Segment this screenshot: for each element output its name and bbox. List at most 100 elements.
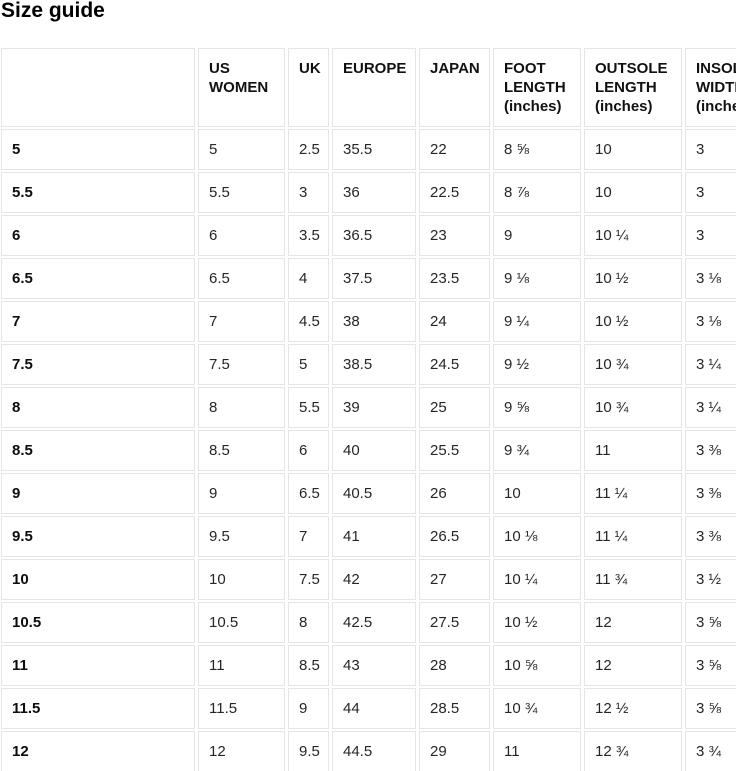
table-cell-japan: 26.5 xyxy=(419,516,490,557)
table-header: US WOMEN UK EUROPE JAPAN FOOT LENGTH (inches… xyxy=(1,48,736,127)
row-label: 9.5 xyxy=(1,516,195,557)
table-cell-outsole-length: 12 ¾ xyxy=(584,731,682,771)
size-table-container: US WOMEN UK EUROPE JAPAN FOOT LENGTH (inches… xyxy=(0,46,736,771)
table-cell-japan: 27 xyxy=(419,559,490,600)
table-cell-europe: 37.5 xyxy=(332,258,416,299)
size-guide-table: US WOMEN UK EUROPE JAPAN FOOT LENGTH (inches… xyxy=(0,46,736,771)
table-cell-europe: 36.5 xyxy=(332,215,416,256)
table-cell-us-women: 7.5 xyxy=(198,344,285,385)
table-cell-uk: 9.5 xyxy=(288,731,329,771)
table-cell-europe: 39 xyxy=(332,387,416,428)
table-cell-uk: 4.5 xyxy=(288,301,329,342)
table-cell-outsole-length: 11 ¾ xyxy=(584,559,682,600)
table-cell-uk: 5.5 xyxy=(288,387,329,428)
table-cell-uk: 7 xyxy=(288,516,329,557)
table-cell-foot-length: 9 ½ xyxy=(493,344,581,385)
table-cell-europe: 42.5 xyxy=(332,602,416,643)
size-row-11: 11 11 8.5 43 28 10 ⅝ 12 3 ⅝ xyxy=(1,645,736,686)
table-cell-foot-length: 10 ½ xyxy=(493,602,581,643)
table-cell-uk: 2.5 xyxy=(288,129,329,170)
table-cell-japan: 25 xyxy=(419,387,490,428)
table-cell-insole-width: 3 ⅛ xyxy=(685,258,736,299)
table-cell-us-women: 10 xyxy=(198,559,285,600)
table-cell-outsole-length: 11 xyxy=(584,430,682,471)
table-cell-foot-length: 8 ⅝ xyxy=(493,129,581,170)
column-header-size xyxy=(1,48,195,127)
column-header-foot-length: FOOT LENGTH (inches) xyxy=(493,48,581,127)
table-cell-us-women: 8 xyxy=(198,387,285,428)
table-cell-europe: 40 xyxy=(332,430,416,471)
table-cell-outsole-length: 10 ½ xyxy=(584,258,682,299)
table-cell-foot-length: 8 ⅞ xyxy=(493,172,581,213)
table-cell-uk: 6.5 xyxy=(288,473,329,514)
table-cell-japan: 23 xyxy=(419,215,490,256)
table-cell-us-women: 6.5 xyxy=(198,258,285,299)
column-header-outsole-length: OUTSOLE LENGTH (inches) xyxy=(584,48,682,127)
table-cell-insole-width: 3 xyxy=(685,172,736,213)
table-cell-uk: 8 xyxy=(288,602,329,643)
row-label: 10 xyxy=(1,559,195,600)
table-cell-europe: 44 xyxy=(332,688,416,729)
table-cell-foot-length: 10 ¼ xyxy=(493,559,581,600)
table-cell-foot-length: 10 ¾ xyxy=(493,688,581,729)
table-cell-europe: 38.5 xyxy=(332,344,416,385)
page-title: Size guide xyxy=(1,0,105,22)
header-row: US WOMEN UK EUROPE JAPAN FOOT LENGTH (inches… xyxy=(1,48,736,127)
table-cell-japan: 22 xyxy=(419,129,490,170)
table-cell-outsole-length: 10 ½ xyxy=(584,301,682,342)
table-cell-us-women: 10.5 xyxy=(198,602,285,643)
table-cell-us-women: 7 xyxy=(198,301,285,342)
table-cell-foot-length: 9 ¾ xyxy=(493,430,581,471)
table-cell-us-women: 8.5 xyxy=(198,430,285,471)
table-cell-foot-length: 10 xyxy=(493,473,581,514)
table-cell-japan: 26 xyxy=(419,473,490,514)
table-cell-insole-width: 3 ½ xyxy=(685,559,736,600)
table-cell-insole-width: 3 xyxy=(685,215,736,256)
table-cell-insole-width: 3 ¾ xyxy=(685,731,736,771)
table-cell-insole-width: 3 ⅜ xyxy=(685,430,736,471)
table-cell-outsole-length: 10 xyxy=(584,129,682,170)
row-label: 6 xyxy=(1,215,195,256)
table-cell-us-women: 5 xyxy=(198,129,285,170)
row-label: 5.5 xyxy=(1,172,195,213)
table-cell-foot-length: 11 xyxy=(493,731,581,771)
table-cell-foot-length: 10 ⅛ xyxy=(493,516,581,557)
table-cell-europe: 43 xyxy=(332,645,416,686)
table-cell-uk: 6 xyxy=(288,430,329,471)
table-cell-japan: 22.5 xyxy=(419,172,490,213)
row-label: 5 xyxy=(1,129,195,170)
table-cell-outsole-length: 11 ¼ xyxy=(584,516,682,557)
row-label: 12 xyxy=(1,731,195,771)
table-cell-europe: 38 xyxy=(332,301,416,342)
size-row-5: 5 5 2.5 35.5 22 8 ⅝ 10 3 xyxy=(1,129,736,170)
table-cell-insole-width: 3 xyxy=(685,129,736,170)
table-cell-japan: 25.5 xyxy=(419,430,490,471)
table-cell-uk: 5 xyxy=(288,344,329,385)
table-cell-uk: 3.5 xyxy=(288,215,329,256)
table-cell-outsole-length: 10 xyxy=(584,172,682,213)
table-cell-japan: 28 xyxy=(419,645,490,686)
row-label: 7 xyxy=(1,301,195,342)
table-cell-japan: 28.5 xyxy=(419,688,490,729)
table-cell-outsole-length: 10 ¾ xyxy=(584,387,682,428)
table-cell-europe: 36 xyxy=(332,172,416,213)
table-cell-us-women: 11 xyxy=(198,645,285,686)
table-cell-foot-length: 10 ⅝ xyxy=(493,645,581,686)
size-row-8.5: 8.5 8.5 6 40 25.5 9 ¾ 11 3 ⅜ xyxy=(1,430,736,471)
table-cell-uk: 9 xyxy=(288,688,329,729)
table-cell-uk: 7.5 xyxy=(288,559,329,600)
table-cell-insole-width: 3 ¼ xyxy=(685,387,736,428)
column-header-uk: UK xyxy=(288,48,329,127)
column-header-us-women: US WOMEN xyxy=(198,48,285,127)
row-label: 9 xyxy=(1,473,195,514)
table-cell-outsole-length: 12 ½ xyxy=(584,688,682,729)
table-cell-europe: 42 xyxy=(332,559,416,600)
table-cell-uk: 4 xyxy=(288,258,329,299)
